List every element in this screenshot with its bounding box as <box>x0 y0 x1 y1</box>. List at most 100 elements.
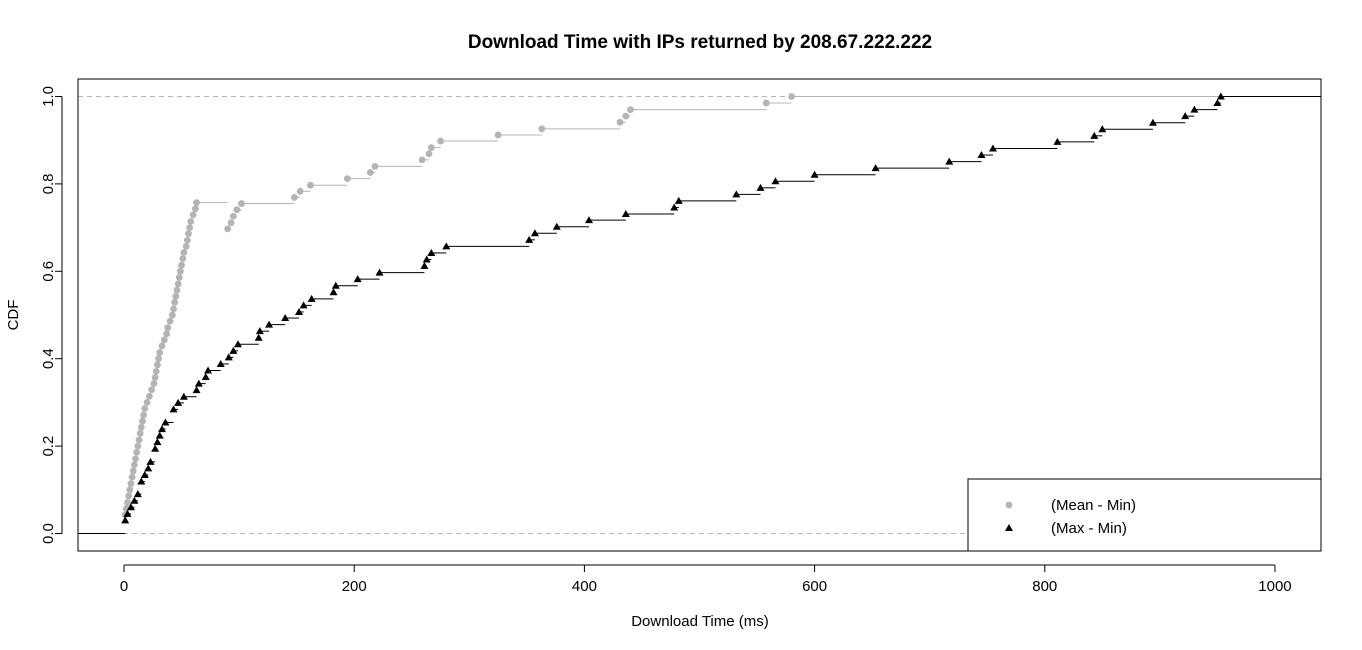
data-point <box>229 212 237 220</box>
data-point <box>254 333 263 341</box>
data-point <box>164 324 172 332</box>
data-point <box>290 194 298 201</box>
series-layer <box>78 92 1321 535</box>
data-point <box>299 301 308 309</box>
data-point <box>175 274 183 281</box>
data-point <box>158 342 166 350</box>
data-point <box>265 320 274 328</box>
data-point <box>674 196 683 204</box>
data-point <box>150 380 158 388</box>
data-point <box>189 211 197 219</box>
plot-area-border <box>77 78 1322 552</box>
data-point <box>732 190 741 198</box>
y-tick-label: 1.0 <box>40 86 57 107</box>
data-point <box>155 355 162 363</box>
data-point <box>216 359 225 367</box>
data-point <box>988 144 997 152</box>
data-point <box>343 175 351 183</box>
data-point <box>151 374 159 381</box>
data-point <box>126 503 135 511</box>
data-point <box>616 118 624 126</box>
series-max-min <box>78 92 1321 535</box>
data-point <box>130 496 139 504</box>
data-point <box>224 353 233 361</box>
data-point <box>126 486 134 494</box>
data-point <box>169 405 178 413</box>
data-point <box>204 366 213 374</box>
data-point <box>238 200 245 207</box>
data-point <box>179 255 187 263</box>
data-point <box>183 236 191 244</box>
data-point <box>177 267 184 275</box>
data-point <box>945 157 954 165</box>
data-point <box>158 425 167 433</box>
data-point <box>151 444 160 452</box>
data-point <box>148 386 156 394</box>
data-point <box>255 327 264 335</box>
data-point <box>437 137 444 145</box>
data-point <box>224 225 232 233</box>
chart-title: Download Time with IPs returned by 208.6… <box>468 32 932 53</box>
data-point <box>1213 99 1222 107</box>
data-point <box>552 222 561 230</box>
data-point <box>871 164 880 172</box>
data-point <box>172 292 180 300</box>
data-point <box>427 248 436 256</box>
data-point <box>160 336 168 344</box>
data-point <box>153 438 162 446</box>
data-point <box>143 399 151 406</box>
y-tick-label: 0.0 <box>40 523 57 544</box>
data-point <box>331 281 340 289</box>
data-point <box>155 431 164 439</box>
data-point <box>977 151 986 159</box>
data-point <box>139 417 146 425</box>
data-point <box>1148 118 1157 126</box>
data-point <box>135 436 143 444</box>
data-point <box>201 373 210 381</box>
data-point <box>127 480 135 488</box>
x-tick-label: 400 <box>572 578 597 595</box>
x-tick-label: 1000 <box>1258 578 1291 595</box>
data-point <box>137 477 146 485</box>
data-point <box>191 205 199 213</box>
x-tick-label: 200 <box>342 578 367 595</box>
data-point <box>420 262 429 270</box>
data-point <box>1216 92 1225 100</box>
data-point <box>538 125 546 133</box>
data-point <box>294 307 303 315</box>
data-point <box>132 455 139 463</box>
data-point <box>525 235 534 243</box>
data-point <box>173 286 181 294</box>
data-point <box>140 411 148 419</box>
data-point <box>307 294 316 302</box>
data-point <box>442 242 451 250</box>
data-point <box>133 448 141 456</box>
data-point <box>174 398 183 406</box>
data-point <box>146 457 155 465</box>
data-point <box>1181 112 1190 120</box>
data-point <box>1090 131 1099 139</box>
data-point <box>121 516 130 524</box>
data-point <box>281 314 290 322</box>
data-point <box>145 392 153 400</box>
data-point <box>233 340 242 348</box>
data-point <box>152 367 160 375</box>
reference-lines <box>78 95 1321 535</box>
data-point <box>166 317 174 325</box>
data-point <box>233 206 241 214</box>
series-mean-min <box>78 93 1321 535</box>
data-point <box>627 106 634 113</box>
data-point <box>136 430 144 437</box>
data-point <box>193 199 200 207</box>
x-axis-label: Download Time (ms) <box>631 613 769 630</box>
data-point <box>171 298 179 306</box>
data-point <box>144 464 153 472</box>
data-point <box>1098 125 1107 133</box>
data-point <box>185 230 192 238</box>
y-axis: 0.0 0.2 0.4 0.6 0.8 1.0 <box>40 86 63 544</box>
legend-marker-circle <box>1005 501 1013 509</box>
data-point <box>170 305 177 313</box>
y-tick-label: 0.4 <box>40 348 57 369</box>
y-tick-label: 0.8 <box>40 173 57 194</box>
